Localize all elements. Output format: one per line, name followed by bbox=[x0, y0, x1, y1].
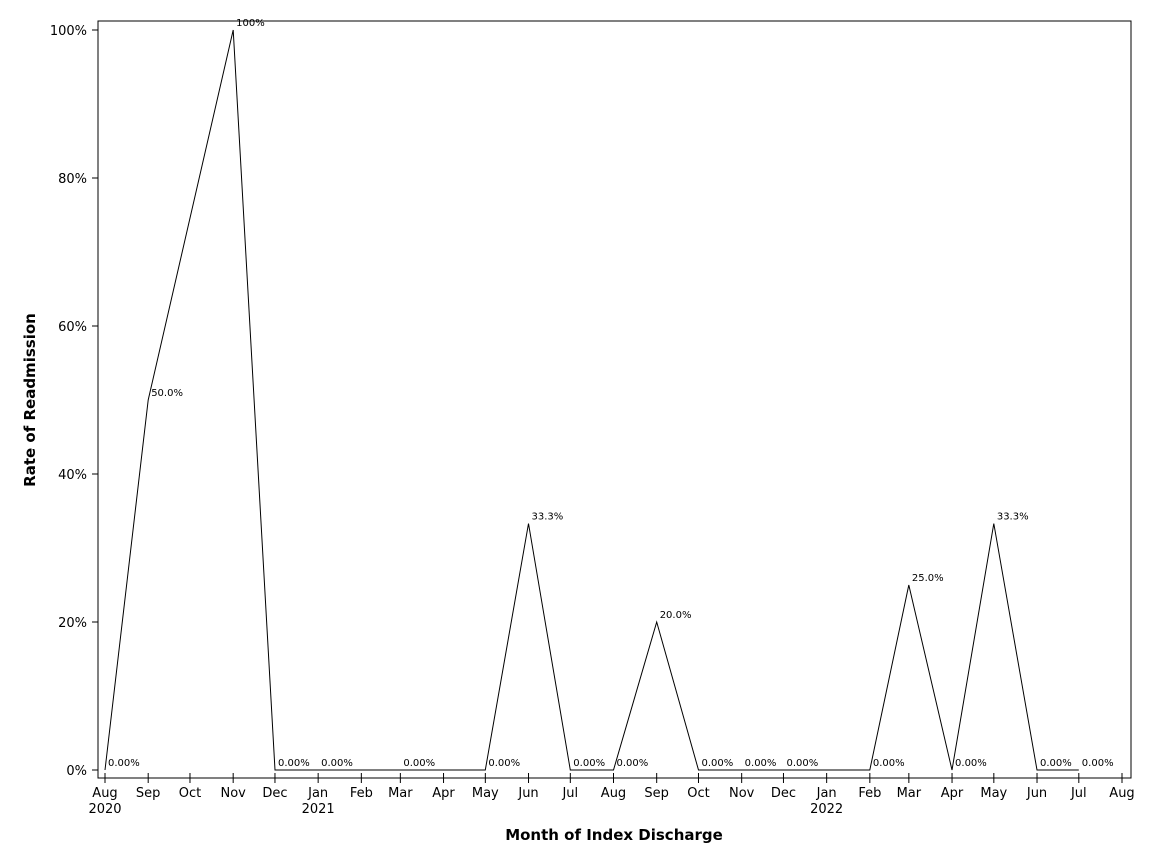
x-tick-label: Jan bbox=[307, 786, 328, 801]
data-label: 0.00% bbox=[573, 758, 605, 769]
y-tick-label: 80% bbox=[58, 172, 87, 187]
data-label: 25.0% bbox=[912, 573, 944, 584]
data-label: 33.3% bbox=[532, 512, 564, 523]
data-label: 33.3% bbox=[997, 512, 1029, 523]
y-tick-label: 0% bbox=[66, 764, 87, 779]
data-label: 0.00% bbox=[955, 758, 987, 769]
data-labels: 0.00% 50.0% 100% 0.00% 0.00% 0.00% 0.00% 33.3% 0… bbox=[108, 18, 1114, 769]
x-tick-label: Apr bbox=[432, 786, 455, 801]
x-axis-title: Month of Index Discharge bbox=[505, 826, 723, 844]
x-tick-label: Dec bbox=[262, 786, 287, 801]
y-tick-label: 40% bbox=[58, 468, 87, 483]
data-label: 50.0% bbox=[151, 388, 183, 399]
x-tick-label: Dec bbox=[771, 786, 796, 801]
x-tick-label: Jun bbox=[517, 786, 538, 801]
y-axis-title: Rate of Readmission bbox=[21, 313, 39, 487]
data-label: 0.00% bbox=[403, 758, 435, 769]
x-year-label: 2022 bbox=[810, 802, 843, 817]
x-tick-label: Mar bbox=[897, 786, 922, 801]
x-year-label: 2021 bbox=[302, 802, 335, 817]
x-tick-label: Nov bbox=[729, 786, 755, 801]
series-line bbox=[104, 29, 1079, 771]
x-tick-label: Oct bbox=[179, 786, 201, 801]
x-tick-label: Jul bbox=[1070, 786, 1087, 801]
x-axis: Aug Sep Oct Nov Dec Jan Feb Mar Apr May Jun Jul Aug S… bbox=[88, 773, 1135, 817]
data-label: 0.00% bbox=[108, 758, 140, 769]
x-tick-label: Sep bbox=[136, 786, 161, 801]
y-tick-label: 20% bbox=[58, 616, 87, 631]
x-tick-label: Aug bbox=[601, 786, 626, 801]
x-tick-label: Feb bbox=[350, 786, 373, 801]
data-label: 0.00% bbox=[1040, 758, 1072, 769]
x-tick-label: Feb bbox=[858, 786, 881, 801]
y-axis: 0% 20% 40% 60% 80% 100% bbox=[50, 24, 98, 779]
data-label: 0.00% bbox=[745, 758, 777, 769]
x-tick-label: Sep bbox=[644, 786, 669, 801]
x-tick-label: Nov bbox=[220, 786, 246, 801]
data-label: 0.00% bbox=[873, 758, 905, 769]
x-tick-label: Apr bbox=[941, 786, 964, 801]
data-label: 20.0% bbox=[660, 610, 692, 621]
data-label: 0.00% bbox=[278, 758, 310, 769]
data-label: 0.00% bbox=[617, 758, 649, 769]
data-label: 0.00% bbox=[321, 758, 353, 769]
x-tick-label: Jan bbox=[816, 786, 837, 801]
x-tick-label: Aug bbox=[92, 786, 117, 801]
y-tick-label: 60% bbox=[58, 320, 87, 335]
data-label: 0.00% bbox=[701, 758, 733, 769]
data-label: 100% bbox=[236, 18, 265, 29]
data-label: 0.00% bbox=[1082, 758, 1114, 769]
x-tick-label: Aug bbox=[1109, 786, 1134, 801]
x-tick-label: Mar bbox=[388, 786, 413, 801]
x-tick-label: Oct bbox=[687, 786, 709, 801]
data-label: 0.00% bbox=[786, 758, 818, 769]
x-year-label: 2020 bbox=[88, 802, 121, 817]
data-label: 0.00% bbox=[488, 758, 520, 769]
x-tick-label: Jul bbox=[561, 786, 578, 801]
x-tick-label: Jun bbox=[1026, 786, 1047, 801]
x-tick-label: May bbox=[472, 786, 499, 801]
plot-frame bbox=[97, 20, 1132, 779]
x-tick-label: May bbox=[980, 786, 1007, 801]
y-tick-label: 100% bbox=[50, 24, 87, 39]
